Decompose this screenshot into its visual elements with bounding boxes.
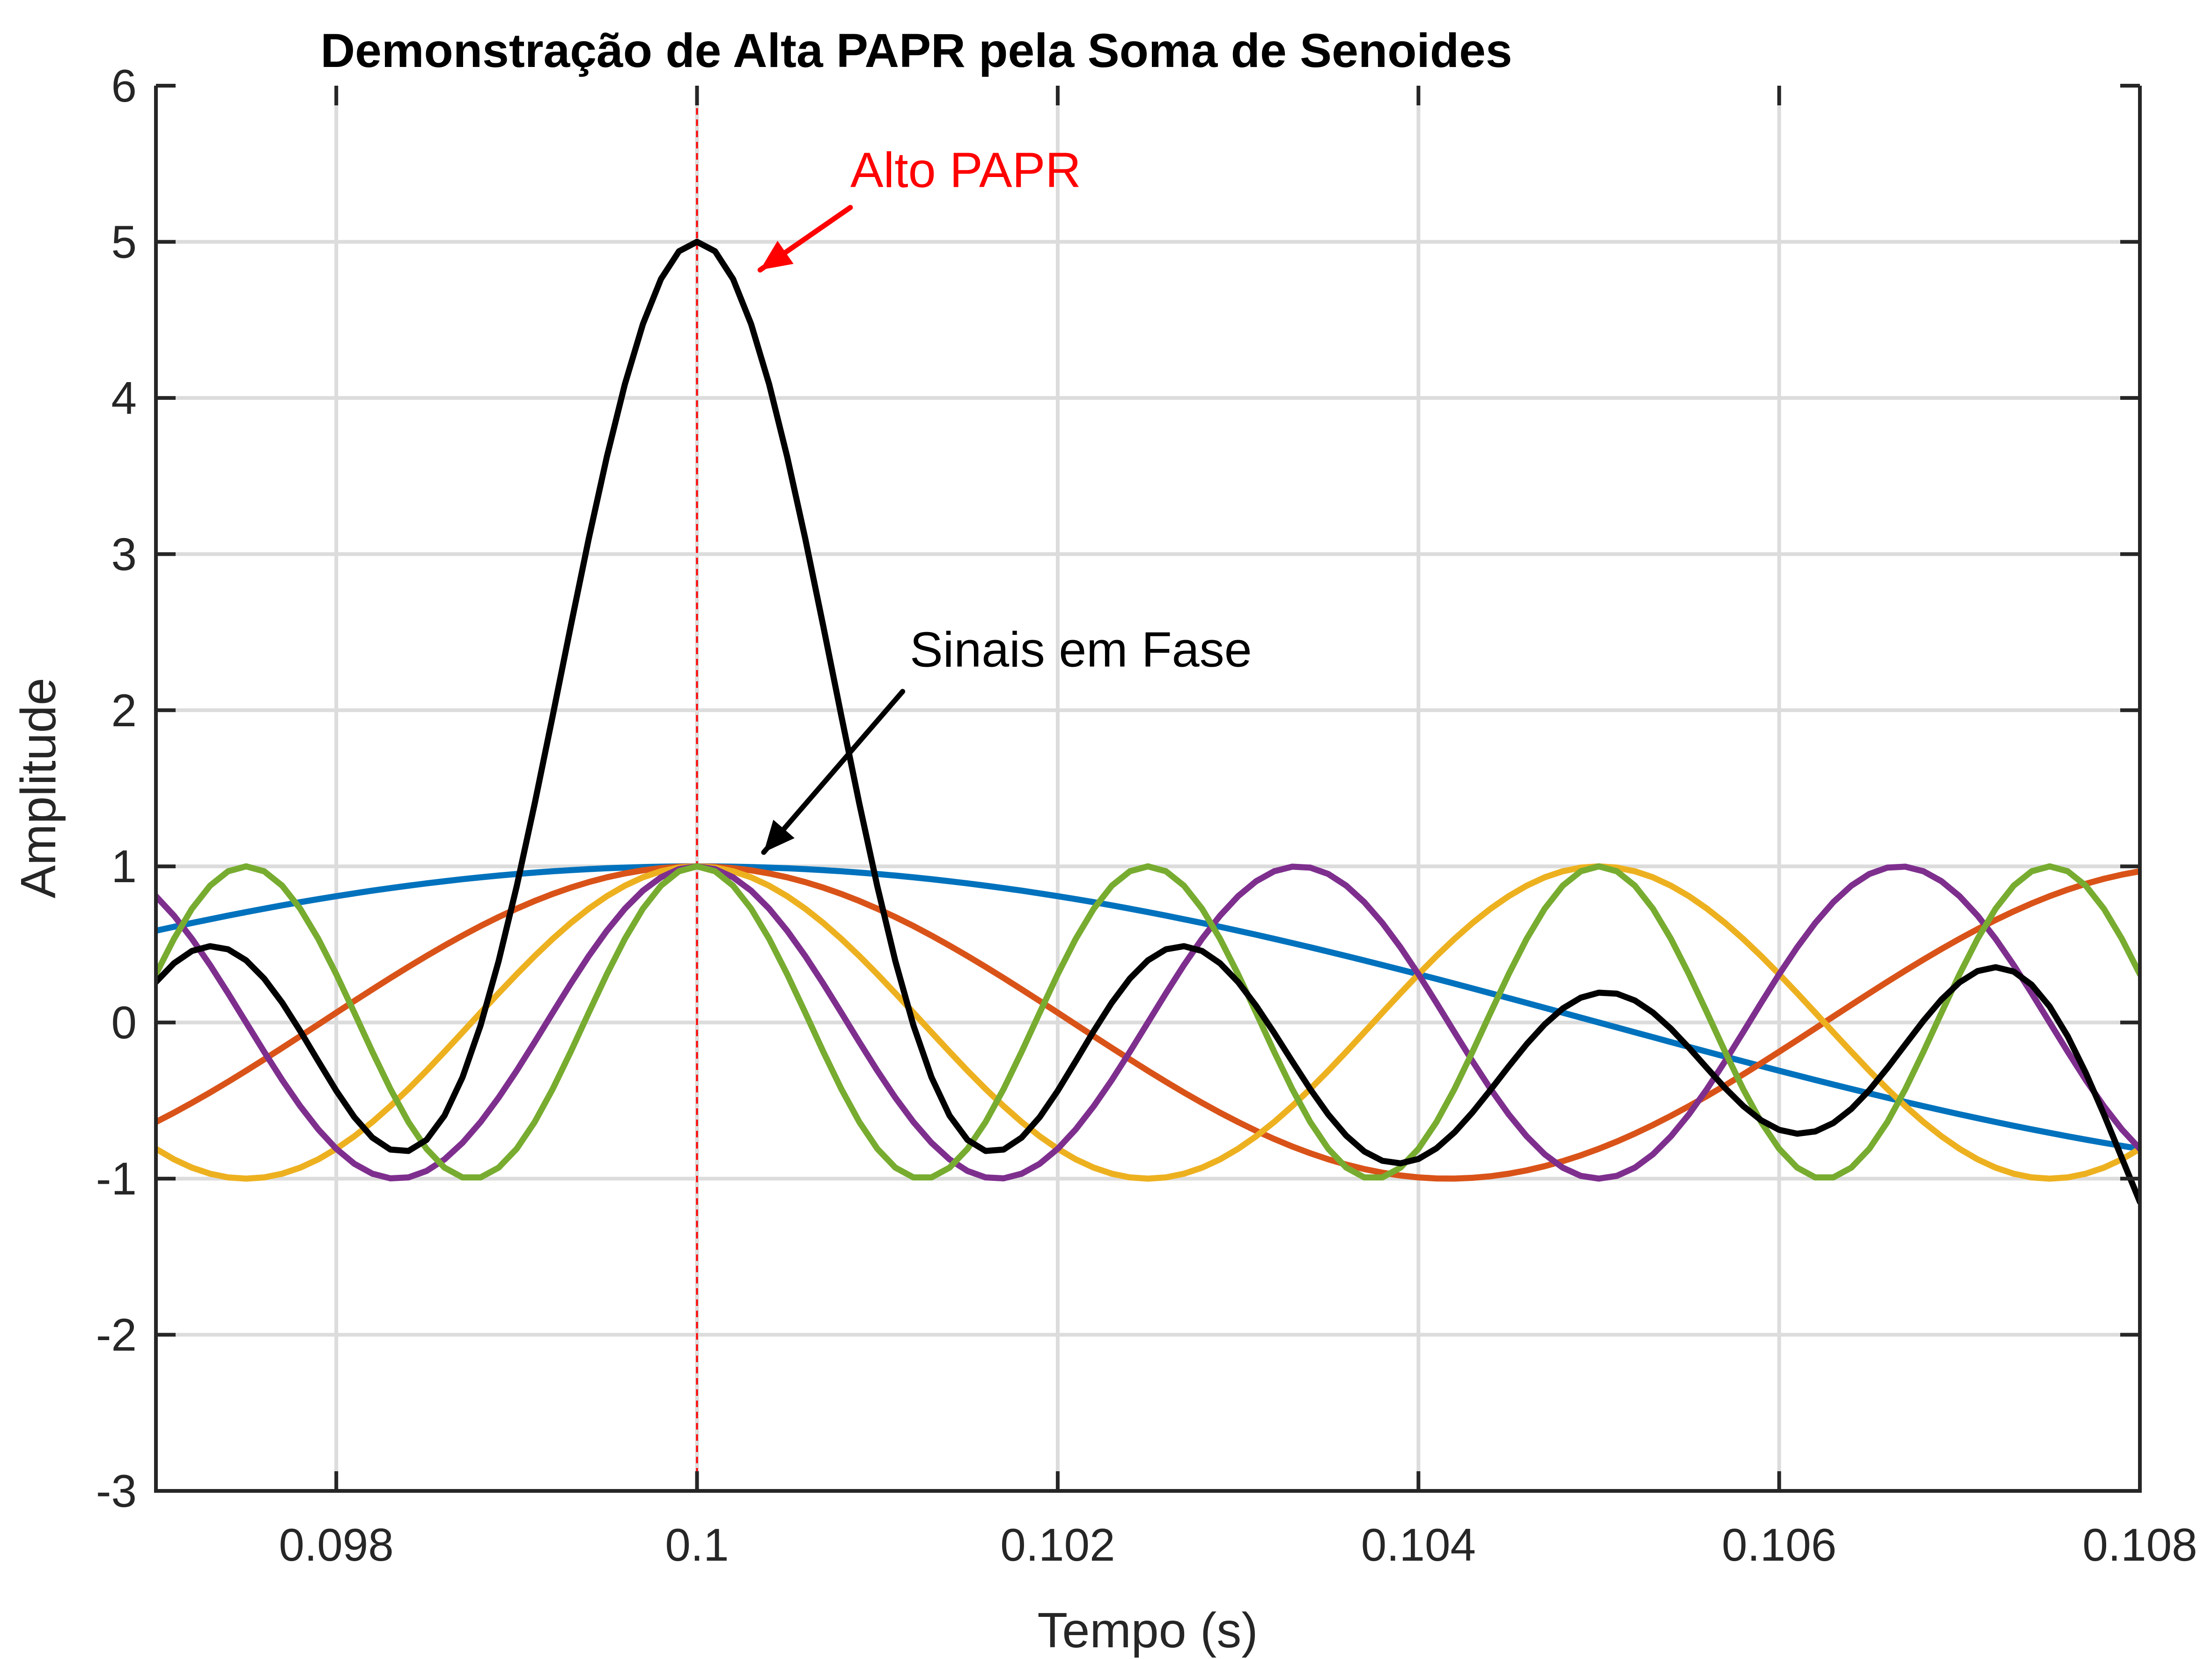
y-tick-label: -2 [96, 1309, 137, 1361]
series-line [156, 863, 2140, 1180]
y-tick-label: -3 [96, 1465, 137, 1517]
y-tick-label: 5 [111, 216, 137, 267]
annotation-arrowhead [764, 819, 795, 853]
x-tick-label: 0.106 [1722, 1519, 1836, 1571]
annotations: Alto PAPR Sinais em Fase [757, 143, 1252, 855]
series-line [156, 863, 2140, 1182]
x-tick-label: 0.108 [2082, 1519, 2197, 1571]
axes-box [154, 86, 2142, 1493]
y-tick-label: 2 [111, 685, 137, 736]
series-line [156, 863, 2140, 1152]
y-tick-label: 1 [111, 841, 137, 892]
series-layer [156, 238, 2140, 1205]
plot-background [156, 86, 2140, 1491]
x-axis-label: Tempo (s) [1037, 1603, 1258, 1658]
series-line [156, 863, 2140, 1182]
x-tick-label: 0.1 [665, 1519, 729, 1571]
annotation-arrow [761, 689, 906, 855]
chart-title: Demonstração de Alta PAPR pela Soma de S… [320, 24, 1512, 77]
y-axis-label: Amplitude [11, 678, 66, 898]
x-tick-label: 0.104 [1361, 1519, 1476, 1571]
y-tick-label: -1 [96, 1153, 137, 1204]
y-tick-label: 3 [111, 528, 137, 580]
y-tick-label: 0 [111, 997, 137, 1048]
y-tick-label: 4 [111, 372, 137, 424]
x-tick-label: 0.098 [279, 1519, 394, 1571]
ticks: 0.098 0.1 0.102 0.104 0.106 0.108 -3 -2 -1 0 1 2 3 4 5… [96, 60, 2197, 1571]
annotation-label: Sinais em Fase [910, 622, 1252, 677]
x-tick-label: 0.102 [1000, 1519, 1115, 1571]
series-line [156, 238, 2140, 1205]
annotation-arrowhead [760, 241, 794, 270]
annotation-label: Alto PAPR [850, 143, 1081, 198]
y-tick-label: 6 [111, 60, 137, 111]
